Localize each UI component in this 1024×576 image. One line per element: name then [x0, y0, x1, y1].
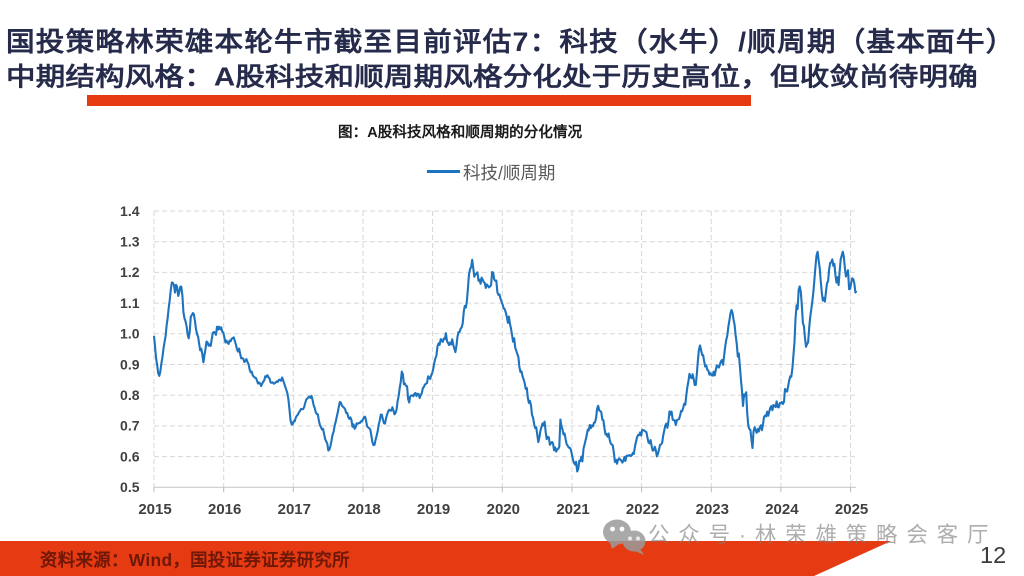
svg-text:2015: 2015 — [138, 501, 171, 518]
svg-text:2016: 2016 — [208, 501, 241, 518]
svg-text:2021: 2021 — [556, 501, 589, 518]
svg-text:0.9: 0.9 — [120, 356, 140, 372]
svg-text:2018: 2018 — [347, 501, 380, 518]
svg-text:1.0: 1.0 — [120, 326, 140, 342]
svg-text:0.7: 0.7 — [120, 418, 140, 434]
svg-text:0.8: 0.8 — [120, 387, 140, 403]
svg-text:0.6: 0.6 — [120, 448, 140, 464]
svg-text:2020: 2020 — [487, 501, 520, 518]
svg-text:1.4: 1.4 — [120, 203, 140, 219]
svg-text:0.5: 0.5 — [120, 479, 140, 495]
svg-text:2023: 2023 — [696, 501, 729, 518]
svg-text:2024: 2024 — [765, 501, 799, 518]
svg-text:2019: 2019 — [417, 501, 450, 518]
svg-text:2017: 2017 — [278, 501, 311, 518]
svg-text:1.3: 1.3 — [120, 234, 140, 250]
svg-text:1.2: 1.2 — [120, 264, 140, 280]
svg-text:2025: 2025 — [835, 501, 868, 518]
svg-text:1.1: 1.1 — [120, 295, 140, 311]
svg-text:2022: 2022 — [626, 501, 659, 518]
